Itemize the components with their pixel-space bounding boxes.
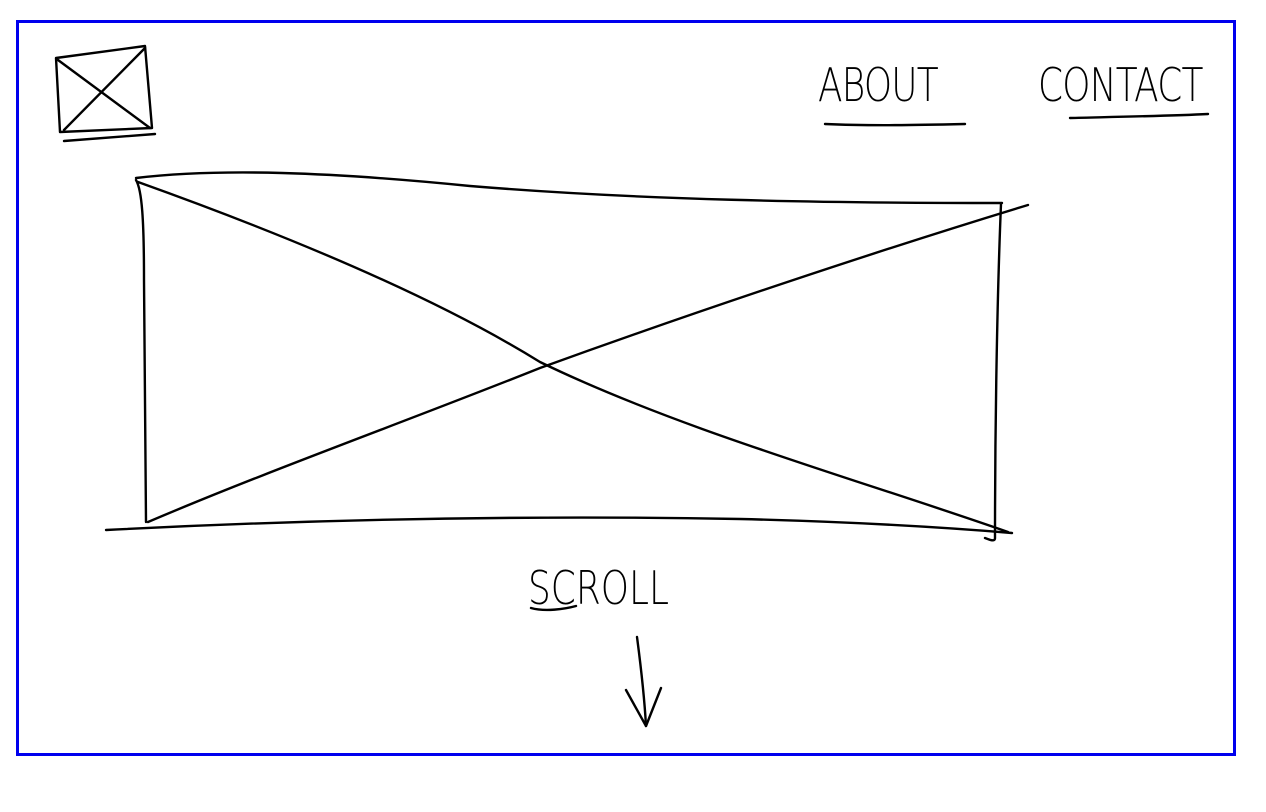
- arrow-head: [624, 686, 663, 728]
- logo-cross-b: [62, 46, 147, 132]
- hero-cross-a: [136, 180, 1010, 534]
- scroll-label: SCROll: [528, 561, 669, 615]
- logo-box-shadow: [62, 132, 157, 143]
- hero-box-bottom: [104, 516, 1014, 535]
- scroll-underline-mark: [529, 604, 578, 612]
- logo-placeholder[interactable]: [54, 44, 157, 143]
- arrow-down-icon[interactable]: [624, 635, 663, 728]
- nav-link-contact[interactable]: CONTACT: [1038, 58, 1203, 112]
- hero-box-right: [983, 202, 1003, 542]
- about-underline: [823, 122, 967, 127]
- hero-cross-b: [146, 203, 1030, 524]
- arrow-shaft: [635, 635, 648, 728]
- contact-underline: [1068, 112, 1210, 120]
- hero-image-placeholder[interactable]: [104, 171, 1030, 542]
- nav-underlines: [823, 112, 1210, 127]
- page-frame: [16, 20, 1236, 756]
- nav-link-about[interactable]: ABOUT: [818, 58, 939, 112]
- hero-box-top: [134, 171, 1004, 205]
- logo-cross-a: [56, 58, 152, 130]
- hero-box-left: [134, 178, 148, 524]
- logo-box: [54, 44, 154, 134]
